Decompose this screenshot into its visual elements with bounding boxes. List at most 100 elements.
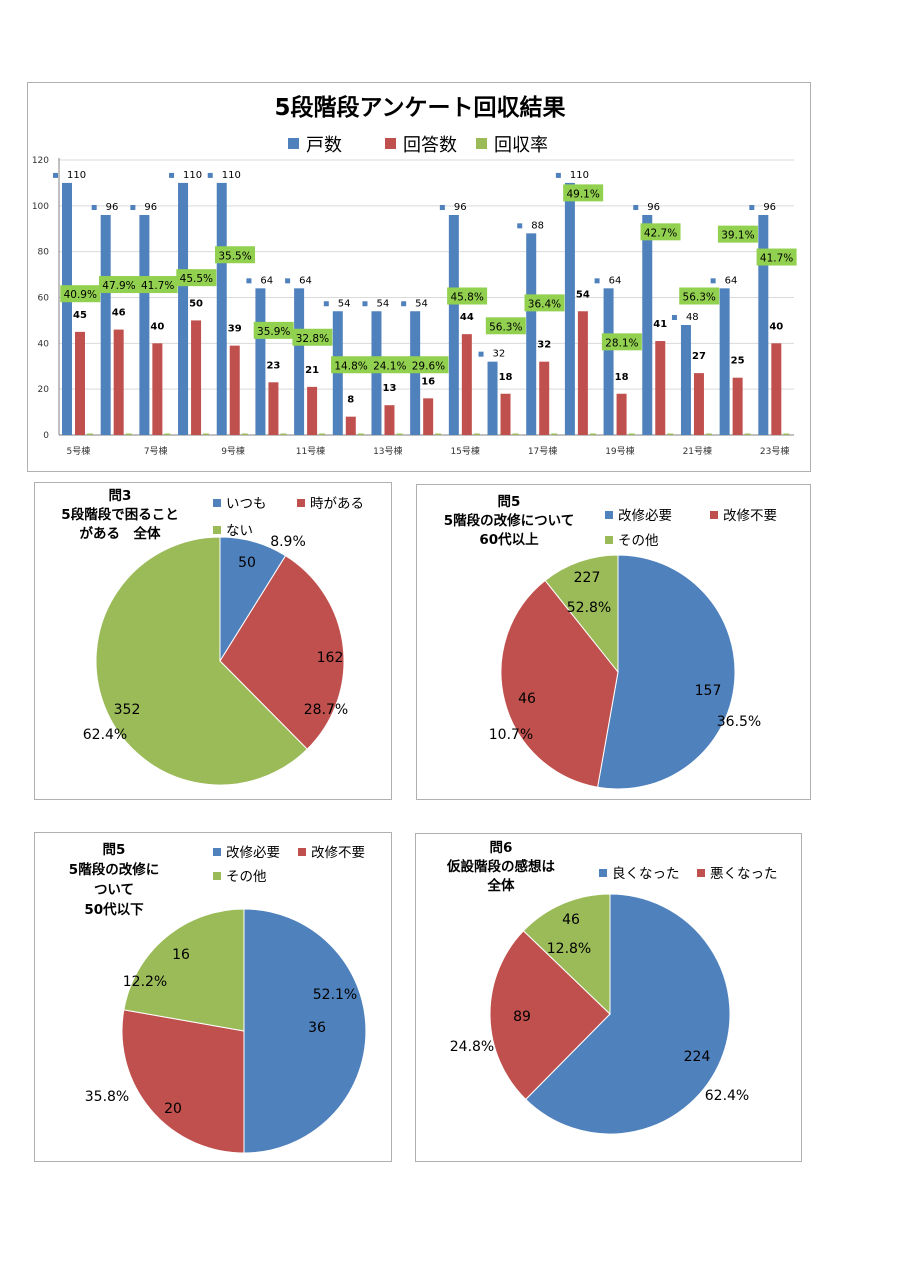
pie-slice [522, 893, 611, 1016]
rate-label-box [485, 317, 526, 335]
legend-swatch-0 [288, 138, 299, 149]
pie-percent-label: 28.7% [304, 702, 348, 718]
legend-label-2: 回収率 [494, 135, 548, 156]
value-marker-households [207, 172, 213, 178]
bar-responses [732, 377, 743, 435]
bar-responses [771, 343, 782, 435]
pie-value-label: 50 [238, 555, 256, 571]
pie-legend-swatch [710, 511, 718, 519]
pie-value-label: 16 [172, 947, 190, 963]
pie-value-label: 227 [574, 570, 601, 586]
pie-value-label: 157 [695, 683, 722, 699]
value-marker-households [517, 223, 523, 229]
bar-rate [783, 433, 790, 435]
bar-rate [589, 433, 596, 435]
bar-rate [241, 433, 248, 435]
bar-responses [500, 393, 511, 435]
rate-label-box [60, 285, 101, 303]
pie-slice [489, 930, 611, 1101]
pie-title-line: 5段階段で困ること [61, 506, 178, 523]
pie-percent-label: 62.4% [83, 727, 127, 743]
value-label-responses: 16 [421, 376, 435, 387]
bar-rate [203, 433, 210, 435]
pie-percent-label: 36.5% [717, 714, 761, 730]
value-label-households: 96 [647, 202, 660, 213]
value-label-responses: 13 [383, 383, 397, 394]
pie-slice [95, 536, 308, 786]
bar-rate [435, 433, 442, 435]
bar-households [100, 215, 111, 435]
rate-label-box [679, 287, 720, 305]
value-label-households: 110 [570, 170, 589, 181]
pie-value-label: 352 [114, 702, 141, 718]
pie-legend-label: 改修不要 [311, 845, 365, 861]
bar-rate [512, 433, 519, 435]
pie-title-line: 問5 [498, 494, 521, 510]
value-label-responses: 41 [653, 319, 667, 330]
y-tick-label: 40 [38, 339, 50, 349]
value-label-rate: 24.1% [373, 360, 406, 372]
bar-responses [307, 386, 318, 435]
value-label-rate: 32.8% [296, 333, 329, 345]
rate-label-box [563, 184, 604, 202]
pie-legend-swatch [213, 848, 221, 856]
value-marker-households [633, 205, 639, 210]
value-marker-households [555, 172, 561, 178]
bar-households [255, 288, 266, 435]
bar-responses [384, 405, 395, 435]
bar-responses [191, 320, 202, 435]
rate-label-box [447, 287, 488, 305]
value-label-households: 64 [260, 275, 273, 286]
value-label-households: 96 [106, 202, 119, 213]
bar-households [178, 182, 189, 435]
bar-responses [268, 382, 279, 435]
pie-value-label: 224 [684, 1049, 711, 1065]
pie-legend-label: 改修必要 [618, 508, 672, 524]
rate-label-box [98, 276, 139, 294]
pie-legend-label: 良くなった [612, 866, 680, 882]
bar-rate [396, 433, 403, 435]
pie-slice [123, 908, 245, 1032]
value-marker-households [246, 278, 252, 284]
value-marker-households [285, 278, 291, 284]
bar-rate [164, 433, 171, 435]
pie-percent-label: 8.9% [270, 534, 306, 550]
value-label-responses: 27 [692, 351, 706, 362]
pie-title-line: 問5 [103, 842, 126, 858]
pie-legend-swatch [697, 869, 705, 877]
pie-slice [219, 555, 345, 750]
pie-legend-swatch [599, 869, 607, 877]
rate-label-box [369, 356, 410, 374]
value-label-responses: 50 [189, 298, 203, 309]
bar-households [487, 361, 498, 435]
x-tick-label: 5号棟 [66, 445, 90, 457]
pie-percent-label: 52.1% [313, 987, 357, 1003]
value-label-households: 96 [454, 202, 467, 213]
value-label-rate: 39.1% [721, 230, 754, 242]
pie-legend-swatch [605, 511, 613, 519]
legend-swatch-1 [385, 138, 396, 149]
pie-percent-label: 24.8% [450, 1039, 494, 1055]
pie-slice [500, 579, 619, 788]
pie-legend-label: その他 [226, 869, 267, 885]
x-tick-label: 17号棟 [528, 445, 557, 457]
x-tick-label: 13号棟 [373, 445, 402, 457]
bar-rate [280, 433, 287, 435]
y-tick-label: 100 [32, 202, 49, 212]
rate-label-box [331, 356, 372, 374]
pie-legend-label: その他 [618, 533, 659, 549]
value-label-responses: 18 [499, 372, 513, 383]
value-label-rate: 47.9% [102, 280, 135, 292]
bar-households [564, 182, 575, 435]
value-marker-households [401, 301, 407, 307]
x-tick-label: 19号棟 [605, 445, 634, 457]
value-marker-households [749, 205, 755, 210]
value-label-responses: 8 [347, 395, 354, 406]
pie-legend-label: 改修不要 [723, 508, 777, 524]
pie-value-label: 162 [317, 650, 344, 666]
pie-value-label: 46 [562, 912, 580, 928]
value-label-households: 64 [725, 275, 738, 286]
pie-legend-swatch [298, 848, 306, 856]
bar-rate [319, 433, 326, 435]
